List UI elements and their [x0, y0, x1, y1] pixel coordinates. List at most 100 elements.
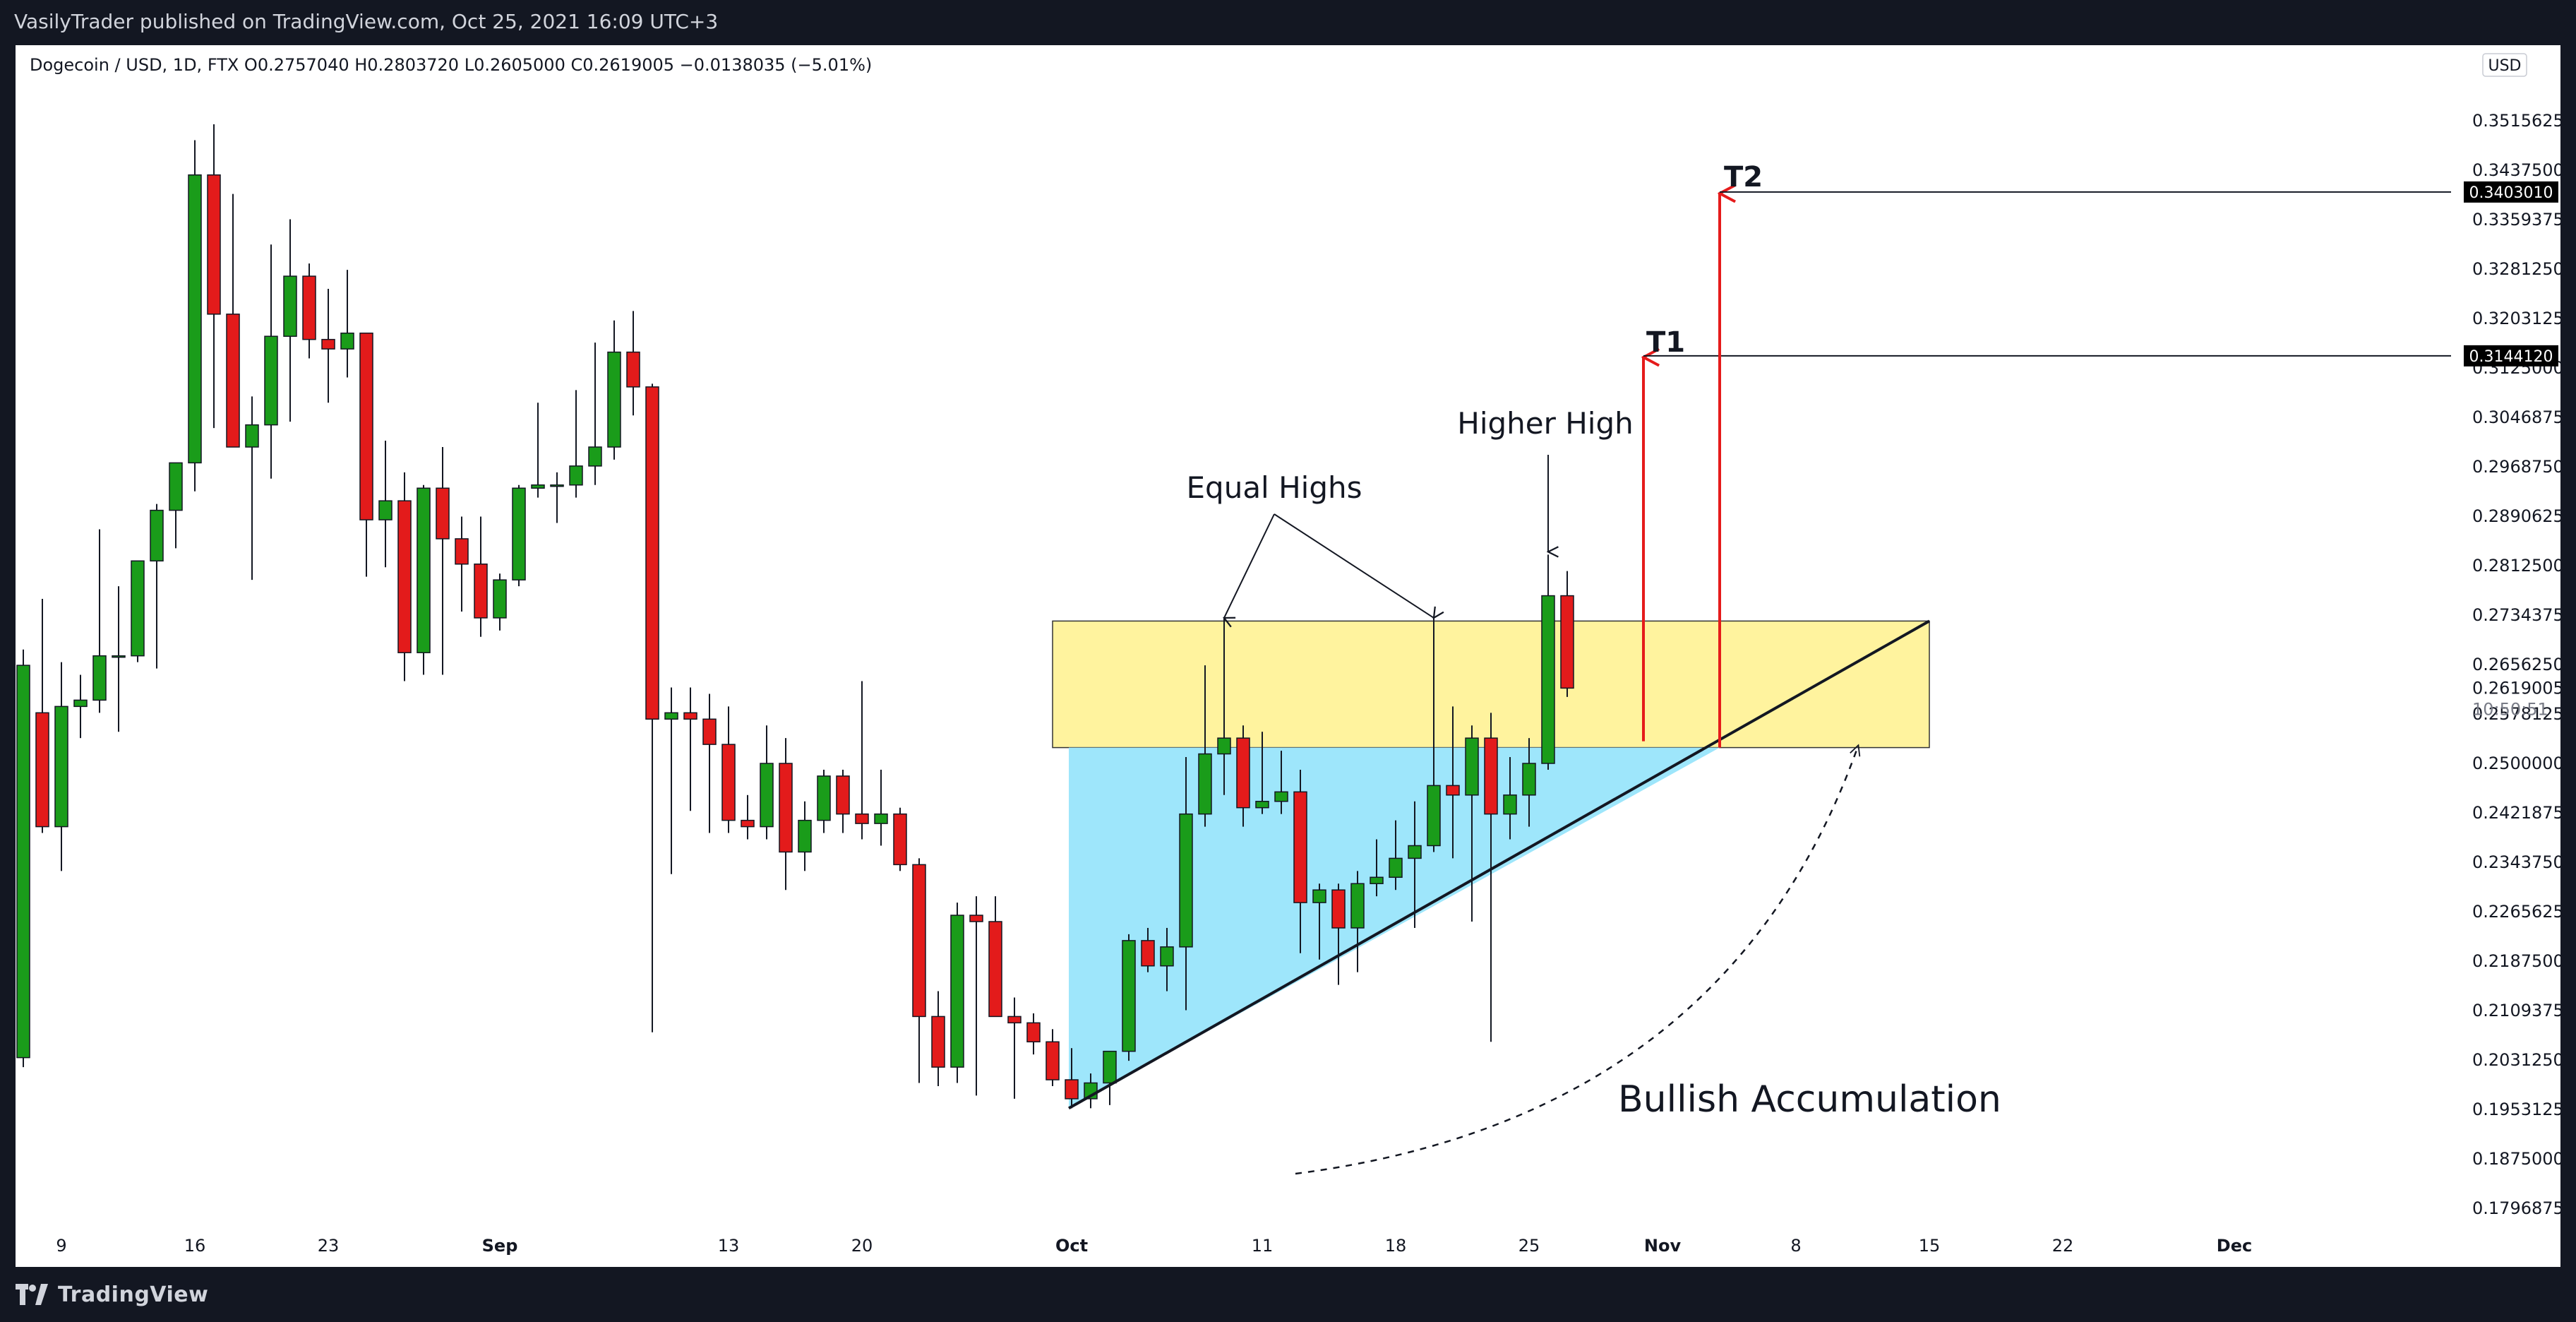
candle-body[interactable] — [817, 775, 831, 821]
candle-body[interactable] — [1217, 737, 1231, 755]
candle-body[interactable] — [1179, 813, 1193, 948]
candle-body[interactable] — [912, 864, 926, 1018]
candle-body[interactable] — [1503, 794, 1517, 815]
candle-body[interactable] — [588, 446, 602, 467]
candle-body[interactable] — [1160, 946, 1174, 967]
candle-body[interactable] — [1198, 753, 1212, 815]
time-axis-label: 15 — [1919, 1236, 1941, 1256]
candle-body[interactable] — [1560, 595, 1574, 689]
candle-body[interactable] — [226, 314, 240, 448]
bullish-accumulation-arrow — [1295, 750, 1857, 1175]
candle-body[interactable] — [359, 332, 373, 520]
candle-body[interactable] — [569, 465, 583, 486]
tradingview-logo-text: TradingView — [58, 1282, 209, 1307]
candle-body[interactable] — [1141, 940, 1155, 967]
tradingview-logo[interactable]: TradingView — [16, 1281, 208, 1308]
ascending-trendline[interactable] — [1068, 619, 1930, 1110]
candle-body[interactable] — [1370, 876, 1384, 884]
candle-body[interactable] — [302, 275, 316, 340]
candle-body[interactable] — [1312, 889, 1326, 903]
candle-body[interactable] — [721, 744, 736, 821]
candle-body[interactable] — [1255, 801, 1269, 809]
time-axis-label: 25 — [1518, 1236, 1540, 1256]
candle-body[interactable] — [112, 655, 126, 658]
candle-body[interactable] — [1350, 883, 1365, 929]
candle-body[interactable] — [1007, 1016, 1022, 1024]
candle-body[interactable] — [779, 763, 793, 853]
candle-body[interactable] — [436, 487, 450, 540]
candle-body[interactable] — [1541, 595, 1555, 764]
candle-body[interactable] — [1465, 737, 1479, 796]
candle-body[interactable] — [683, 712, 697, 720]
price-axis-tick: 0.3281250 — [2472, 259, 2560, 279]
candle-body[interactable] — [1065, 1079, 1079, 1100]
candle-body[interactable] — [54, 705, 68, 828]
candle-body[interactable] — [73, 699, 88, 708]
candle-body[interactable] — [283, 275, 297, 337]
candle-body[interactable] — [340, 332, 354, 350]
candle-body[interactable] — [1103, 1050, 1117, 1084]
candle-body[interactable] — [1293, 791, 1307, 903]
price-axis-tick: 0.1875000 — [2472, 1149, 2560, 1169]
candle-body[interactable] — [741, 819, 755, 828]
candle-body[interactable] — [969, 915, 983, 922]
candle-body[interactable] — [16, 665, 30, 1059]
candle-body[interactable] — [1046, 1041, 1060, 1080]
candle-body[interactable] — [664, 712, 678, 720]
candle-body[interactable] — [531, 484, 545, 489]
candle-body[interactable] — [1026, 1022, 1041, 1042]
candle-body[interactable] — [1484, 737, 1498, 815]
candle-body[interactable] — [169, 462, 183, 511]
price-axis-tick: 0.3203125 — [2472, 309, 2560, 328]
candle-body[interactable] — [893, 813, 907, 866]
candle-body[interactable] — [874, 813, 888, 824]
bullish-accumulation-label: Bullish Accumulation — [1618, 1078, 2001, 1121]
candle-body[interactable] — [1389, 857, 1403, 879]
candle-body[interactable] — [1122, 940, 1136, 1052]
candle-body[interactable] — [931, 1016, 945, 1068]
candle-body[interactable] — [474, 564, 488, 619]
time-axis-label: 13 — [718, 1236, 740, 1256]
candle-body[interactable] — [950, 915, 964, 1068]
candle-body[interactable] — [131, 560, 145, 657]
candle-body[interactable] — [207, 174, 221, 315]
time-axis-label: 11 — [1252, 1236, 1274, 1256]
time-axis-label: Oct — [1055, 1236, 1088, 1256]
candle-body[interactable] — [855, 813, 869, 824]
candle-body[interactable] — [550, 484, 564, 487]
candle-body[interactable] — [321, 338, 335, 350]
candle-body[interactable] — [493, 579, 507, 619]
candle-body[interactable] — [760, 763, 774, 828]
candle-body[interactable] — [417, 487, 431, 653]
candle-body[interactable] — [1331, 889, 1346, 929]
candle-body[interactable] — [702, 718, 717, 745]
candle-body[interactable] — [455, 538, 469, 565]
candle-body[interactable] — [988, 921, 1002, 1018]
candle-body[interactable] — [836, 775, 850, 815]
candle-body[interactable] — [798, 819, 812, 853]
candle-body[interactable] — [35, 712, 49, 828]
candle-body[interactable] — [512, 487, 526, 580]
candle-body[interactable] — [1446, 785, 1460, 796]
candle-body[interactable] — [150, 509, 164, 562]
candle-body[interactable] — [645, 386, 659, 720]
candle-body[interactable] — [264, 335, 278, 426]
candle-body[interactable] — [626, 351, 640, 388]
candle-body[interactable] — [92, 655, 107, 701]
candle-body[interactable] — [1274, 791, 1288, 802]
candle-body[interactable] — [1522, 763, 1536, 796]
candle-body[interactable] — [378, 500, 393, 520]
candle-body[interactable] — [1427, 785, 1441, 847]
candle-body[interactable] — [607, 351, 621, 448]
time-axis-label: 9 — [56, 1236, 66, 1256]
candle-body[interactable] — [1408, 845, 1422, 859]
candle-body[interactable] — [188, 174, 202, 464]
ascending-triangle-zone[interactable] — [1069, 747, 1720, 1109]
currency-badge[interactable] — [2482, 53, 2527, 77]
currency-label: USD — [2488, 57, 2521, 75]
candlestick-chart[interactable]: T1 T2 Equal Highs Higher High Bullish Accumu… — [16, 45, 2560, 1267]
candle-body[interactable] — [1236, 737, 1250, 809]
candle-body[interactable] — [245, 424, 259, 448]
price-axis-tick: 0.3046875 — [2472, 407, 2560, 427]
candle-body[interactable] — [397, 500, 412, 653]
